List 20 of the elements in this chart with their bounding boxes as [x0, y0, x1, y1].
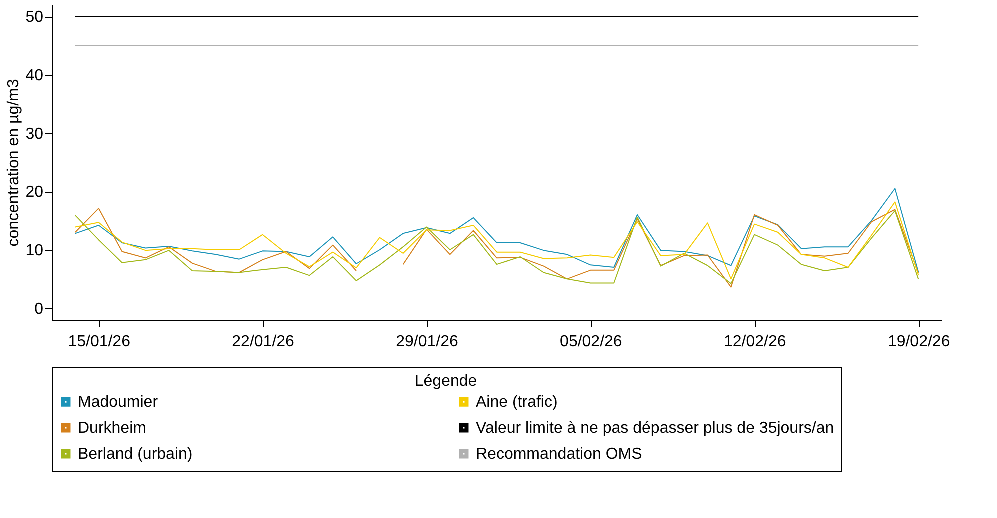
legend-label: Durkheim [78, 420, 146, 437]
y-tick-label: 0 [34, 300, 44, 318]
legend-label: Berland (urbain) [78, 446, 193, 463]
legend-label: Aine (trafic) [476, 394, 558, 412]
x-tick-label: 12/02/26 [724, 334, 786, 350]
y-tick-label: 20 [26, 184, 44, 202]
y-tick-label: 50 [26, 9, 44, 26]
y-tick-label: 10 [26, 242, 44, 260]
y-tick-label: 40 [26, 68, 44, 84]
legend-label: Valeur limite à ne pas dépasser plus de 35jours/an [476, 420, 834, 437]
x-tick-label: 19/02/26 [888, 334, 950, 350]
x-tick-label: 05/02/26 [560, 334, 622, 350]
y-tick-label: 30 [26, 126, 44, 143]
legend-label: Madoumier [78, 394, 159, 412]
x-tick-label: 29/01/26 [396, 334, 458, 350]
legend-title: Légende [414, 373, 478, 390]
y-axis-title: concentration en µg/m3 [6, 79, 23, 247]
legend-label: Recommandation OMS [476, 446, 642, 463]
x-tick-label: 22/01/26 [232, 334, 295, 350]
x-tick-label: 15/01/26 [68, 334, 131, 350]
